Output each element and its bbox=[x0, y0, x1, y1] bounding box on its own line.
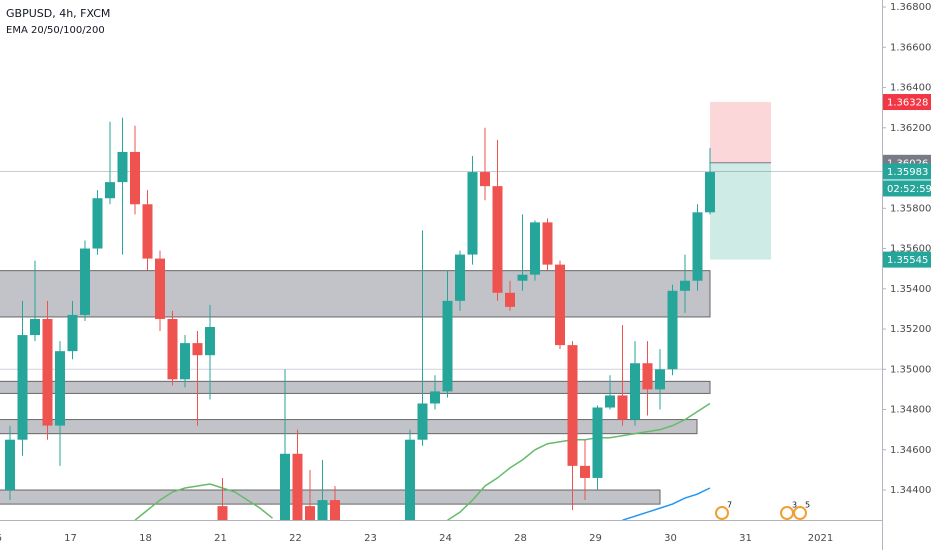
y-tick-label: 1.35600 bbox=[890, 244, 931, 255]
take-profit-box bbox=[883, 251, 931, 268]
zone bbox=[0, 419, 698, 435]
x-tick-label: 2021 bbox=[808, 533, 833, 544]
candle-body bbox=[292, 453, 303, 520]
x-tick-label: 24 bbox=[439, 533, 452, 544]
y-tick-label: 1.35000 bbox=[890, 364, 931, 375]
candle-body bbox=[580, 465, 590, 478]
x-tick-label: 16 bbox=[0, 533, 2, 544]
ema-line bbox=[622, 487, 711, 520]
candle-body bbox=[67, 314, 78, 352]
candle-body bbox=[180, 343, 190, 380]
stop-loss-label: 1.36328 bbox=[887, 98, 928, 109]
x-tick-label: 30 bbox=[664, 533, 677, 544]
y-tick-label: 1.36800 bbox=[890, 2, 931, 13]
candle-body bbox=[330, 500, 340, 520]
candle-body bbox=[30, 318, 40, 336]
event-count: 5 bbox=[805, 501, 810, 510]
candle-body bbox=[117, 151, 128, 183]
y-tick-label: 1.34800 bbox=[890, 405, 931, 416]
candle-body bbox=[417, 403, 428, 440]
candle-body bbox=[142, 204, 153, 259]
candle-body bbox=[280, 453, 290, 520]
candle-body bbox=[630, 363, 640, 420]
event-flag bbox=[793, 506, 807, 520]
candle-body bbox=[430, 391, 440, 404]
x-tick-label: 21 bbox=[214, 533, 227, 544]
ema-line bbox=[134, 402, 711, 520]
candle-body bbox=[317, 500, 328, 520]
x-tick-label: 18 bbox=[139, 533, 152, 544]
candle-body bbox=[405, 439, 415, 520]
x-tick-label: 29 bbox=[589, 533, 602, 544]
candle-body bbox=[155, 258, 165, 319]
y-tick-label: 1.34400 bbox=[890, 485, 931, 496]
candle-body bbox=[642, 363, 653, 390]
y-tick-label: 1.36600 bbox=[890, 42, 931, 53]
candle-body bbox=[480, 172, 490, 187]
candle-body bbox=[505, 292, 515, 307]
countdown-label: 02:52:59 bbox=[887, 184, 932, 195]
last-price-label: 1.35983 bbox=[887, 167, 928, 178]
candle-body bbox=[492, 186, 503, 293]
candle-body bbox=[305, 506, 315, 520]
candle-body bbox=[105, 182, 115, 199]
candle-body bbox=[92, 198, 103, 249]
candle-body bbox=[530, 222, 540, 275]
candle-body bbox=[442, 300, 453, 392]
candle-body bbox=[555, 264, 565, 346]
y-tick-label: 1.35400 bbox=[890, 284, 931, 295]
y-tick-label: 1.36400 bbox=[890, 83, 931, 94]
candle-body bbox=[592, 407, 603, 478]
candle-body bbox=[542, 222, 553, 265]
zone bbox=[0, 270, 711, 318]
candle-body bbox=[567, 345, 578, 466]
indicator-label: EMA 20/50/100/200 bbox=[6, 25, 105, 36]
candle-body bbox=[217, 506, 228, 520]
y-tick-label: 1.34600 bbox=[890, 445, 931, 456]
stop-zone bbox=[710, 102, 771, 163]
x-tick-label: 22 bbox=[289, 533, 302, 544]
last-price-box bbox=[883, 163, 931, 180]
stop-loss-box bbox=[883, 94, 931, 111]
candle-body bbox=[705, 172, 715, 213]
candle-body bbox=[692, 212, 703, 281]
candle-body bbox=[80, 248, 90, 315]
candle-body bbox=[680, 280, 690, 291]
candle-body bbox=[5, 439, 15, 491]
x-tick-label: 28 bbox=[514, 533, 527, 544]
candle-body bbox=[605, 395, 615, 408]
candle-body bbox=[617, 395, 628, 420]
candle-body bbox=[17, 335, 28, 440]
event-count: 7 bbox=[727, 501, 732, 510]
candle-body bbox=[167, 318, 178, 380]
y-tick-label: 1.35200 bbox=[890, 324, 931, 335]
candle-body bbox=[130, 151, 140, 205]
y-tick-label: 1.36200 bbox=[890, 123, 931, 134]
event-flag bbox=[715, 506, 729, 520]
chart-title: GBPUSD, 4h, FXCM bbox=[6, 7, 110, 20]
zone bbox=[0, 489, 661, 505]
x-tick-label: 31 bbox=[739, 533, 752, 544]
x-tick-label: 17 bbox=[64, 533, 77, 544]
event-count: 3 bbox=[792, 501, 797, 510]
candle-body bbox=[467, 172, 478, 255]
candle-body bbox=[455, 254, 465, 301]
take-profit-label: 1.35545 bbox=[887, 255, 928, 266]
candle-body bbox=[655, 369, 665, 390]
zone bbox=[0, 380, 711, 394]
candle-body bbox=[55, 351, 65, 426]
countdown-box bbox=[883, 180, 931, 197]
x-tick-label: 23 bbox=[364, 533, 377, 544]
y-tick-label: 1.35800 bbox=[890, 203, 931, 214]
target-zone bbox=[710, 162, 771, 260]
candle-body bbox=[517, 274, 528, 281]
candle-body bbox=[42, 318, 53, 426]
candle-body bbox=[192, 343, 203, 356]
candle-body bbox=[667, 290, 678, 370]
candle-body bbox=[205, 327, 215, 356]
